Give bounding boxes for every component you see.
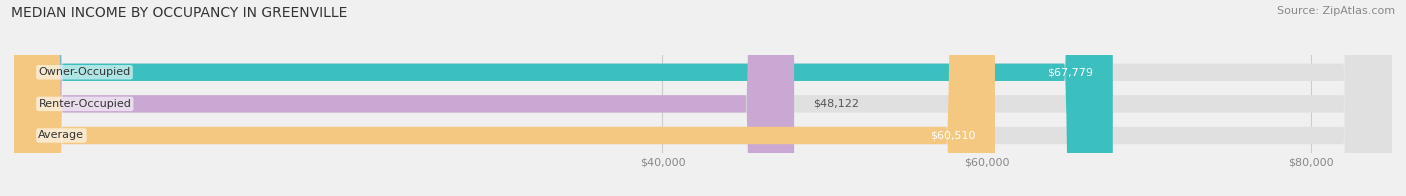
FancyBboxPatch shape [14,0,1392,196]
Text: MEDIAN INCOME BY OCCUPANCY IN GREENVILLE: MEDIAN INCOME BY OCCUPANCY IN GREENVILLE [11,6,347,20]
Text: $48,122: $48,122 [814,99,859,109]
Text: Renter-Occupied: Renter-Occupied [38,99,131,109]
Text: Average: Average [38,131,84,141]
FancyBboxPatch shape [14,0,1112,196]
Text: Owner-Occupied: Owner-Occupied [38,67,131,77]
Text: $67,779: $67,779 [1047,67,1094,77]
FancyBboxPatch shape [14,0,1392,196]
Text: Source: ZipAtlas.com: Source: ZipAtlas.com [1277,6,1395,16]
Text: $60,510: $60,510 [929,131,976,141]
FancyBboxPatch shape [14,0,995,196]
FancyBboxPatch shape [14,0,1392,196]
FancyBboxPatch shape [14,0,794,196]
